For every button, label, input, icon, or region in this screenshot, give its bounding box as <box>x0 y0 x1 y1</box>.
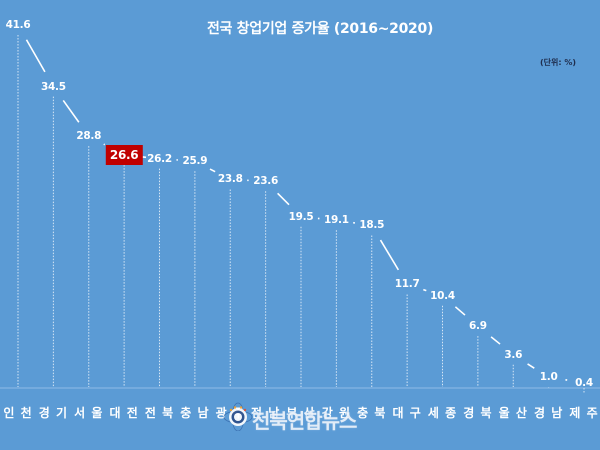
series-line-segment <box>454 306 466 316</box>
value-label: 0.4 <box>575 376 593 389</box>
highlighted-value-label: 26.6 <box>105 145 143 166</box>
watermark-text: 전북연합뉴스 <box>252 409 357 433</box>
value-label: 1.0 <box>539 371 558 384</box>
value-label: 19.5 <box>288 210 314 223</box>
x-axis-label: 충 북 <box>357 406 387 420</box>
series-line-segment <box>277 192 290 206</box>
value-label: 23.8 <box>217 173 243 186</box>
x-axis-label: 부 산 <box>286 406 316 420</box>
x-axis-label: 인 천 <box>3 406 33 420</box>
series-line-segment <box>527 363 535 369</box>
x-axis-label: 경 북 <box>463 406 493 420</box>
value-label: 6.9 <box>469 320 487 333</box>
x-axis-label: 전 북 <box>144 406 175 420</box>
series-line-segment <box>25 39 46 73</box>
x-axis-label: 경 기 <box>38 406 69 420</box>
news-logo-icon <box>223 402 253 431</box>
x-axis-label: 제 주 <box>569 406 599 420</box>
series-line-segment <box>379 239 400 271</box>
value-label: 41.6 <box>5 19 31 31</box>
x-axis-label: 울 산 <box>498 406 528 420</box>
x-axis-label: 경 남 <box>533 406 564 420</box>
series-line-segment <box>423 288 427 292</box>
value-label: 25.9 <box>182 155 208 168</box>
x-axis-label: 대 전 <box>109 406 139 420</box>
value-label: 3.6 <box>504 348 523 361</box>
x-axis-label: 충 남 <box>180 406 210 420</box>
value-label: 18.5 <box>359 219 385 232</box>
x-axis-labels: 인 천경 기서 울대 전전 북충 남광 주전 남부 산강 원충 북대 구세 종경… <box>0 404 600 424</box>
chart-title: 전국 창업기업 증가율 (2016~2020) <box>206 21 434 37</box>
x-axis-label: 서 울 <box>74 406 104 420</box>
series-line-segment <box>103 143 106 146</box>
unit-label: (단위: %) <box>539 58 576 67</box>
value-label: 34.5 <box>41 80 66 93</box>
value-label: 26.2 <box>147 152 172 165</box>
series-line-segment <box>62 99 80 123</box>
x-axis-label: 강 원 <box>321 406 352 420</box>
x-axis-label: 전 남 <box>250 406 281 420</box>
x-axis-label: 대 구 <box>392 406 422 420</box>
value-label: 23.6 <box>253 175 278 188</box>
watermark: 전북연합뉴스 <box>222 397 392 447</box>
value-label: 10.4 <box>430 289 455 302</box>
value-label: 19.1 <box>324 214 349 227</box>
x-axis-label: 세 종 <box>427 406 458 420</box>
series-line-segment <box>490 336 501 345</box>
series-line-segment <box>209 168 216 173</box>
value-label: 11.7 <box>394 278 420 291</box>
value-label: 28.8 <box>76 130 102 143</box>
